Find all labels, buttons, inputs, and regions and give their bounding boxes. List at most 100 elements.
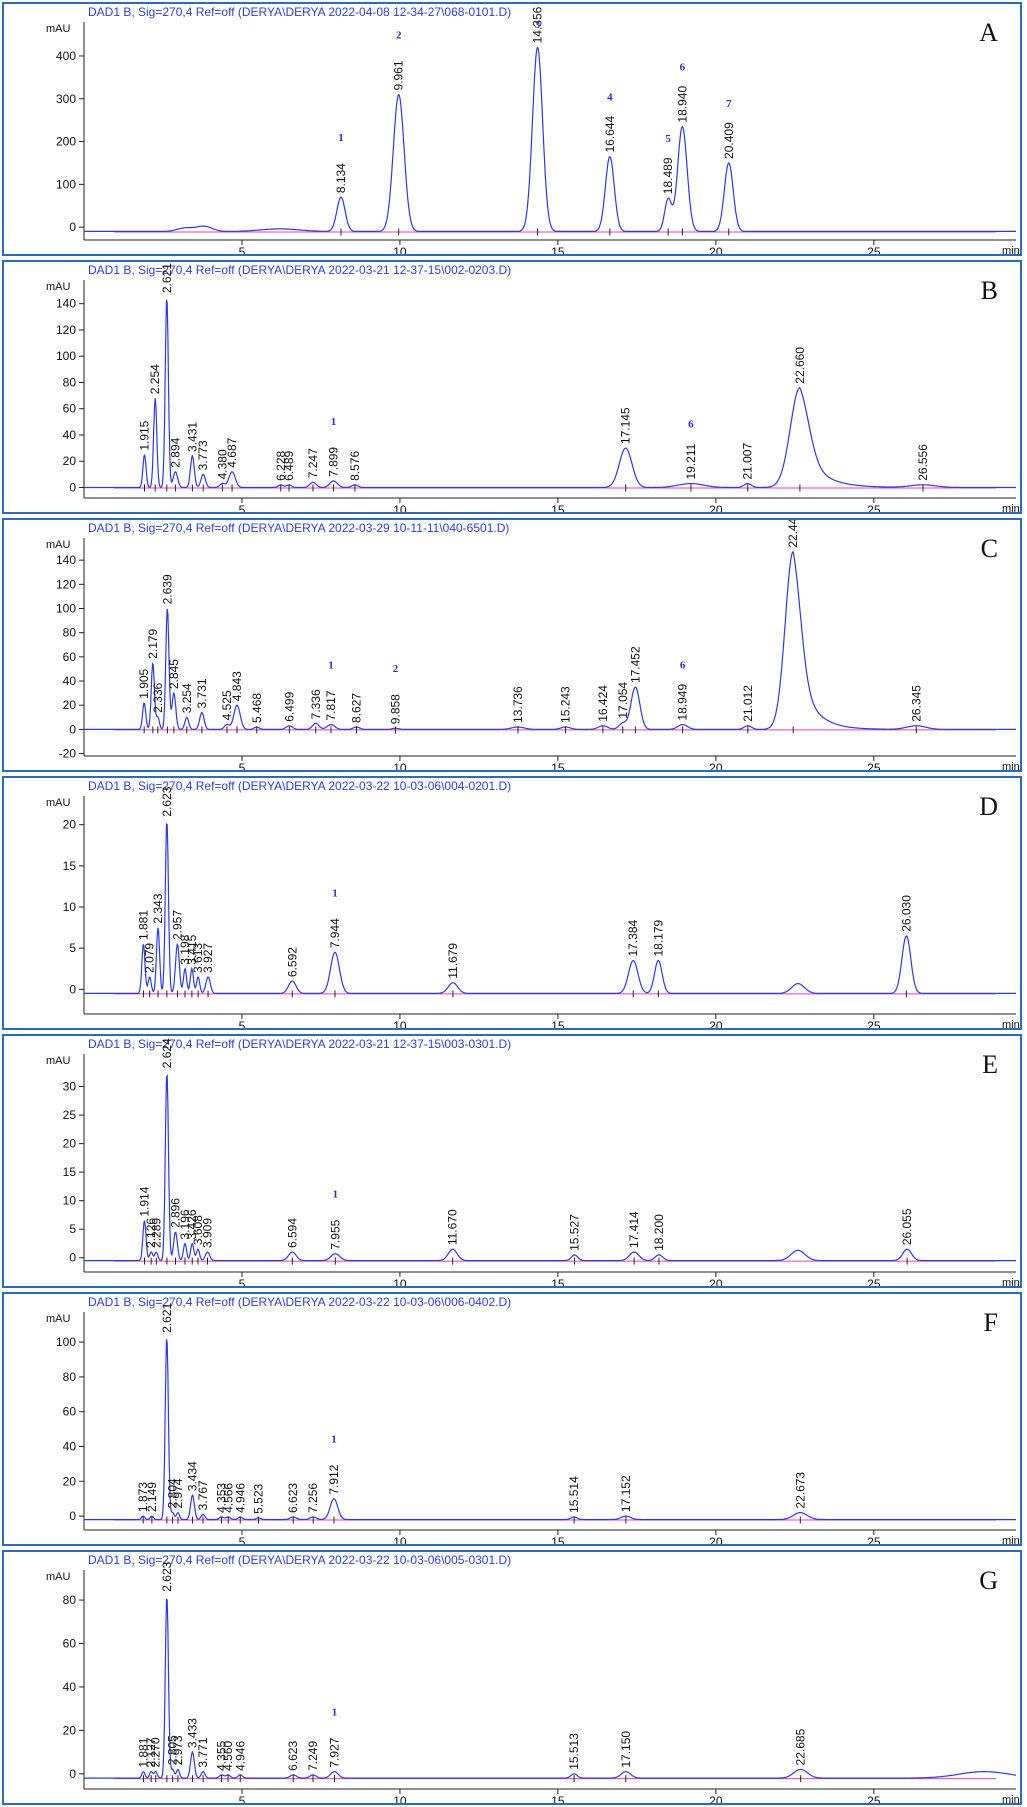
compound-marker: 1	[331, 416, 337, 428]
peak-retention-label: 2.624	[160, 1038, 174, 1068]
x-tick-label: 15	[551, 1794, 565, 1803]
x-tick-label: 5	[239, 1535, 246, 1544]
peak-retention-label: 18.949	[676, 684, 690, 721]
y-tick-label: 20	[63, 698, 77, 712]
peak-retention-label: 20.409	[722, 122, 736, 159]
x-tick-label: 25	[867, 503, 881, 512]
y-tick-label: 10	[63, 900, 77, 914]
peak-retention-label: 17.384	[626, 919, 640, 956]
y-tick-label: 30	[63, 1080, 77, 1094]
peak-retention-label: 1.873	[136, 1482, 150, 1512]
peak-retention-label: 16.424	[596, 685, 610, 722]
x-tick-label: 20	[709, 1019, 723, 1028]
y-axis-unit-label: mAU	[46, 23, 71, 35]
compound-marker: 1	[331, 1434, 337, 1446]
peak-retention-label: 15.514	[567, 1476, 581, 1513]
peak-retention-label: 18.940	[675, 86, 689, 123]
panel-letter: D	[979, 792, 998, 821]
y-tick-label: 0	[69, 480, 76, 494]
y-tick-label: 20	[63, 1137, 77, 1151]
peak-retention-label: 26.556	[916, 444, 930, 481]
peak-retention-label: 4.525	[220, 690, 234, 720]
peak-retention-label: 7.955	[328, 1219, 342, 1249]
peak-retention-label: 1.881	[136, 910, 150, 940]
panel-letter: G	[979, 1566, 998, 1595]
chart-svg: mAU min 0 20 40 60 80 100 120 140 5 10 15 20 25 1.915 2.…	[46, 263, 1020, 512]
x-tick-label: 25	[867, 245, 881, 254]
peak-retention-label: 7.912	[327, 1464, 341, 1494]
peak-retention-label: 2.805	[166, 1735, 180, 1765]
chromatogram-panel-b: DAD1 B, Sig=270,4 Ref=off (DERYA\DERYA 2…	[2, 260, 1022, 514]
y-tick-label: 100	[56, 177, 76, 191]
peak-retention-label: 2.974	[171, 1478, 185, 1508]
peak-retention-label: 15.243	[559, 686, 573, 723]
peak-retention-label: 11.679	[446, 943, 460, 979]
peak-retention-label: 17.150	[619, 1731, 633, 1768]
y-tick-label: 20	[63, 818, 77, 832]
x-axis-unit-label: min	[1002, 1277, 1020, 1286]
y-tick-label: 80	[63, 1593, 77, 1607]
panel-letter: E	[982, 1050, 998, 1079]
x-tick-label: 20	[709, 1794, 723, 1803]
y-tick-label: 60	[63, 1405, 77, 1419]
peak-retention-label: 4.380	[215, 449, 229, 479]
peak-retention-label: 1.905	[137, 668, 151, 698]
peak-retention-label: 2.127	[144, 1737, 158, 1767]
peak-retention-label: 8.627	[350, 693, 364, 723]
y-tick-label: 10	[63, 1194, 77, 1208]
chromatogram-panel-f: DAD1 B, Sig=270,4 Ref=off (DERYA\DERYA 2…	[2, 1292, 1022, 1546]
peak-retention-label: 26.030	[899, 895, 913, 932]
peak-retention-label: 7.336	[309, 689, 323, 719]
chromatogram-trace	[84, 46, 1016, 232]
peak-retention-label: 3.909	[200, 1218, 214, 1248]
peak-retention-label: 2.639	[160, 574, 174, 604]
peak-retention-label: 6.489	[282, 451, 296, 481]
peak-retention-label: 2.621	[160, 263, 174, 293]
peak-retention-label: 2.149	[145, 1482, 159, 1512]
y-tick-label: 140	[56, 297, 76, 311]
peak-retention-label: 22.660	[793, 347, 807, 384]
compound-marker: 5	[665, 133, 671, 145]
peak-retention-label: 22.685	[794, 1728, 808, 1765]
compound-marker: 2	[396, 29, 402, 41]
y-tick-label: 300	[56, 92, 76, 106]
peak-retention-label: 15.513	[567, 1733, 581, 1770]
y-tick-label: 15	[63, 1165, 77, 1179]
peak-retention-label: 4.687	[225, 437, 239, 467]
y-tick-label: -20	[59, 747, 77, 761]
y-axis-unit-label: mAU	[46, 539, 71, 551]
panel-letter: F	[983, 1308, 998, 1337]
chart-title: DAD1 B, Sig=270,4 Ref=off (DERYA\DERYA 2…	[88, 263, 512, 277]
x-tick-label: 15	[551, 761, 565, 770]
peak-retention-label: 6.228	[274, 451, 288, 481]
chart-title: DAD1 B, Sig=270,4 Ref=off (DERYA\DERYA 2…	[88, 521, 510, 535]
x-tick-label: 15	[551, 1535, 565, 1544]
peak-retention-label: 17.414	[627, 1211, 641, 1248]
y-tick-label: 100	[56, 349, 76, 363]
x-tick-label: 10	[393, 1794, 407, 1803]
x-tick-label: 10	[393, 1277, 407, 1286]
peak-retention-label: 8.134	[334, 163, 348, 193]
y-tick-label: 40	[63, 674, 77, 688]
peak-retention-label: 2.179	[146, 628, 160, 658]
peak-retention-label: 22.447	[786, 520, 800, 548]
x-axis-unit-label: min	[1002, 503, 1020, 512]
compound-marker: 6	[688, 419, 694, 431]
x-axis-unit-label: min	[1002, 1535, 1020, 1544]
chromatogram-trace	[84, 299, 1016, 489]
peak-retention-label: 18.200	[652, 1214, 666, 1251]
chromatogram-trace	[84, 1339, 1016, 1521]
y-tick-label: 100	[56, 1335, 76, 1349]
chromatogram-panel-d: DAD1 B, Sig=270,4 Ref=off (DERYA\DERYA 2…	[2, 776, 1022, 1030]
peak-retention-label: 4.843	[230, 671, 244, 701]
peak-retention-label: 2.343	[151, 893, 165, 923]
chromatogram-trace	[84, 550, 1016, 730]
compound-marker: 1	[333, 1189, 339, 1201]
x-tick-label: 5	[239, 1019, 246, 1028]
y-tick-label: 5	[69, 1222, 76, 1236]
peak-retention-label: 26.055	[900, 1208, 914, 1245]
peak-retention-label: 3.431	[185, 422, 199, 452]
